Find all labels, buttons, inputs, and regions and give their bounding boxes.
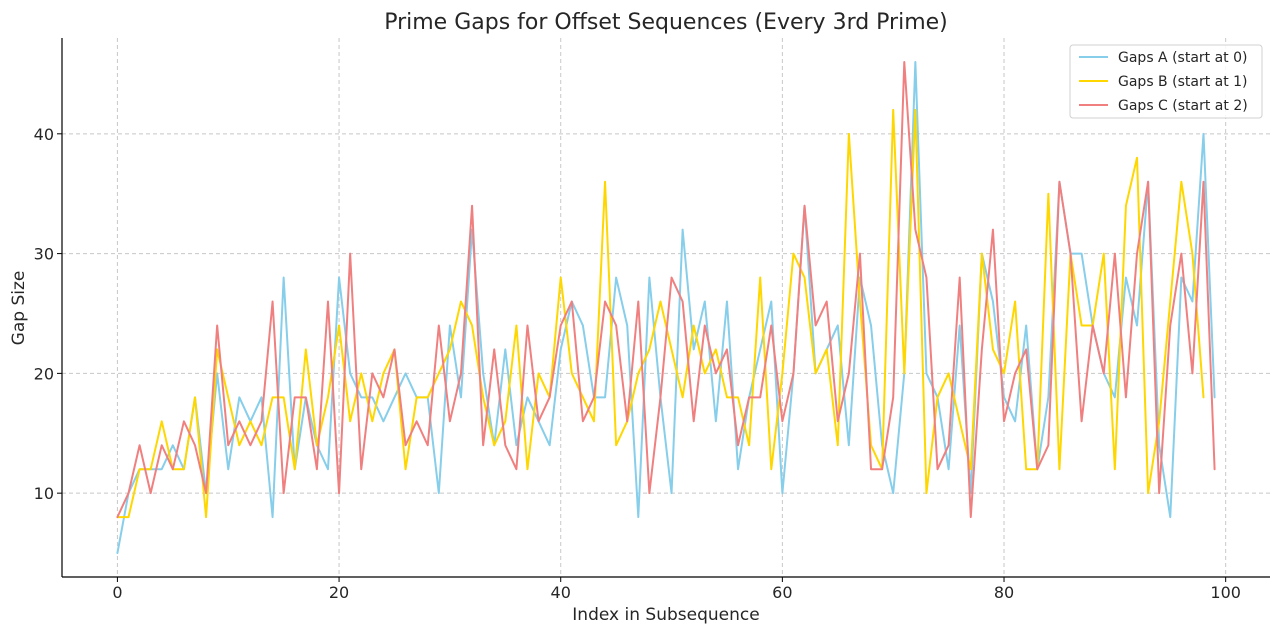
- x-tick-label: 40: [551, 583, 571, 602]
- legend-items: Gaps A (start at 0) Gaps B (start at 1) Ga…: [1079, 50, 1248, 114]
- y-tick-label: 30: [34, 245, 54, 264]
- x-tick-label: 0: [112, 583, 122, 602]
- y-tick-label: 40: [34, 125, 54, 144]
- legend-box: [1069, 44, 1263, 119]
- chart-title: Prime Gaps for Offset Sequences (Every 3…: [384, 10, 948, 35]
- x-tick-label: 80: [994, 583, 1014, 602]
- series-line-a: [116, 60, 1216, 555]
- y-tick-label: 20: [34, 364, 54, 383]
- legend-label: Gaps B (start at 1): [1118, 74, 1248, 90]
- x-tick-label: 20: [329, 583, 349, 602]
- series-line-b: [116, 108, 1205, 519]
- legend-label: Gaps A (start at 0): [1118, 50, 1248, 66]
- x-tick-label: 100: [1210, 583, 1241, 602]
- y-tick-label: 10: [34, 484, 54, 503]
- series-lines: [116, 60, 1216, 555]
- x-axis-label: Index in Subsequence: [572, 605, 759, 625]
- legend: Gaps A (start at 0) Gaps B (start at 1) Ga…: [1069, 44, 1263, 119]
- gridlines: [62, 38, 1270, 577]
- axes: 0 20 40 60 80 100 10 20 30 40: [34, 38, 1270, 602]
- x-tick-label: 60: [772, 583, 792, 602]
- legend-label: Gaps C (start at 2): [1118, 98, 1248, 114]
- y-axis-label: Gap Size: [9, 271, 29, 346]
- series-line-c: [116, 60, 1216, 519]
